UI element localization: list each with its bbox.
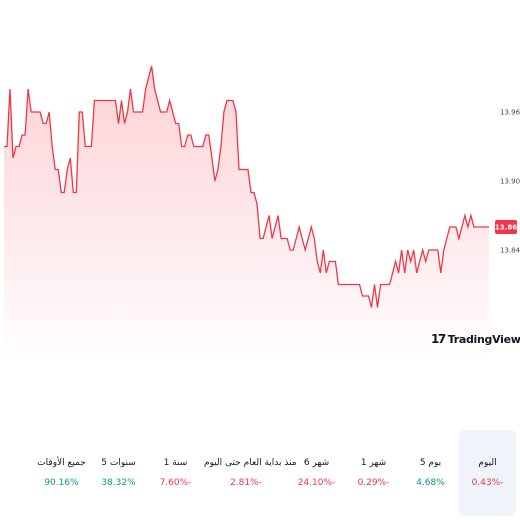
period-tab[interactable]: اليوم 0.43%- xyxy=(459,430,516,516)
tradingview-logo: 17 TradingView xyxy=(431,332,520,346)
period-tab[interactable]: 6 شهر 24.10%- xyxy=(288,430,345,516)
x-tick-label: 11:01 xyxy=(205,379,225,380)
period-tab[interactable]: 1 شهر 0.29%- xyxy=(345,430,402,516)
price-line xyxy=(4,65,489,308)
period-change-value: 2.81%- xyxy=(230,478,262,488)
y-tick-label: 13.84 xyxy=(500,247,520,255)
y-tick-label: 13.90 xyxy=(500,178,520,186)
tradingview-logo-icon: 17 xyxy=(431,332,446,346)
period-tab[interactable]: 5 سنوات 38.32% xyxy=(90,430,147,516)
period-label: جميع الأوقات xyxy=(37,458,86,468)
period-change-value: 0.43%- xyxy=(471,478,504,488)
period-change-value: 24.10%- xyxy=(297,478,336,488)
x-tick-label: 10:00 xyxy=(97,379,117,380)
period-change-value: 7.60%- xyxy=(159,478,192,488)
price-chart[interactable]: 09:00 09:30 10:00 10:30 11:01 11:31 12:02 12:33… xyxy=(0,0,520,380)
x-tick-label: 14:10 xyxy=(473,379,493,380)
last-price-label: 13.86 xyxy=(495,224,517,232)
period-label: اليوم xyxy=(478,458,497,468)
x-tick-label: 13:37 xyxy=(428,379,448,380)
period-label: 1 سنة xyxy=(163,458,188,468)
period-tab[interactable]: 1 سنة 7.60%- xyxy=(147,430,204,516)
period-change-value: 90.16% xyxy=(44,478,79,488)
period-label: 1 شهر xyxy=(360,458,387,468)
period-change-value: 4.68% xyxy=(416,478,445,488)
x-tick-label: 09:00 xyxy=(5,379,25,380)
period-label: 6 شهر xyxy=(303,458,330,468)
period-tab[interactable]: جميع الأوقات 90.16% xyxy=(33,430,90,516)
period-label: 5 سنوات xyxy=(101,458,136,468)
y-tick-label: 13.96 xyxy=(500,109,520,117)
x-tick-label: 09:30 xyxy=(49,379,69,380)
x-tick-label: 12:33 xyxy=(345,379,365,380)
period-change-value: 38.32% xyxy=(101,478,136,488)
x-tick-label: 12:02 xyxy=(300,379,320,380)
x-tick-label: 13:04 xyxy=(379,379,400,380)
chart-svg[interactable]: 09:00 09:30 10:00 10:30 11:01 11:31 12:02 12:33… xyxy=(0,0,520,380)
period-tab[interactable]: 5 يوم 4.68% xyxy=(402,430,459,516)
period-tab[interactable]: منذ بداية العام حتى اليوم 2.81%- xyxy=(204,430,297,516)
last-price-tag xyxy=(495,220,517,234)
period-label: منذ بداية العام حتى اليوم xyxy=(204,458,297,468)
period-change-value: 0.29%- xyxy=(357,478,390,488)
period-selector: اليوم 0.43%- 5 يوم 4.68% 1 شهر 0.29%- 6 شهر 24.… xyxy=(0,430,520,520)
tradingview-logo-text: TradingView xyxy=(447,332,520,346)
period-label: 5 يوم xyxy=(419,458,442,468)
x-tick-label: 11:31 xyxy=(249,379,269,380)
price-area-fill xyxy=(4,66,489,362)
x-tick-label: 10:30 xyxy=(147,379,167,380)
